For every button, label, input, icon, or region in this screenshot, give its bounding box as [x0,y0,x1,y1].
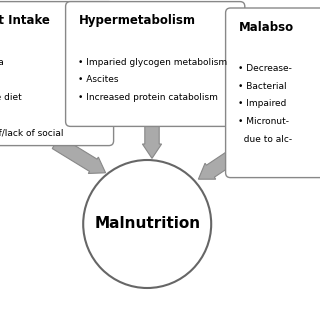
Text: due to alc-: due to alc- [238,135,292,144]
Polygon shape [198,148,241,179]
FancyBboxPatch shape [226,8,320,178]
Text: • Imparied glycogen metabolism: • Imparied glycogen metabolism [78,58,228,67]
Text: Malnutrition: Malnutrition [94,217,200,231]
Text: • Decrease-: • Decrease- [238,64,292,73]
Text: Hypermetabolism: Hypermetabolism [78,14,196,28]
Text: • Bacterial: • Bacterial [238,82,287,91]
Text: • Increased protein catabolism: • Increased protein catabolism [78,93,218,102]
Text: Malabso: Malabso [238,21,293,34]
FancyBboxPatch shape [66,2,245,126]
FancyBboxPatch shape [0,2,114,146]
Text: • xia: • xia [0,58,4,67]
Text: ent Intake: ent Intake [0,14,50,28]
Text: • elf/lack of social: • elf/lack of social [0,128,64,137]
Text: • Impaired: • Impaired [238,100,287,108]
Polygon shape [52,136,106,173]
Polygon shape [142,123,162,158]
Circle shape [83,160,211,288]
Text: • Ascites: • Ascites [78,76,119,84]
Text: • ve diet: • ve diet [0,93,22,102]
Text: • Micronut-: • Micronut- [238,117,289,126]
